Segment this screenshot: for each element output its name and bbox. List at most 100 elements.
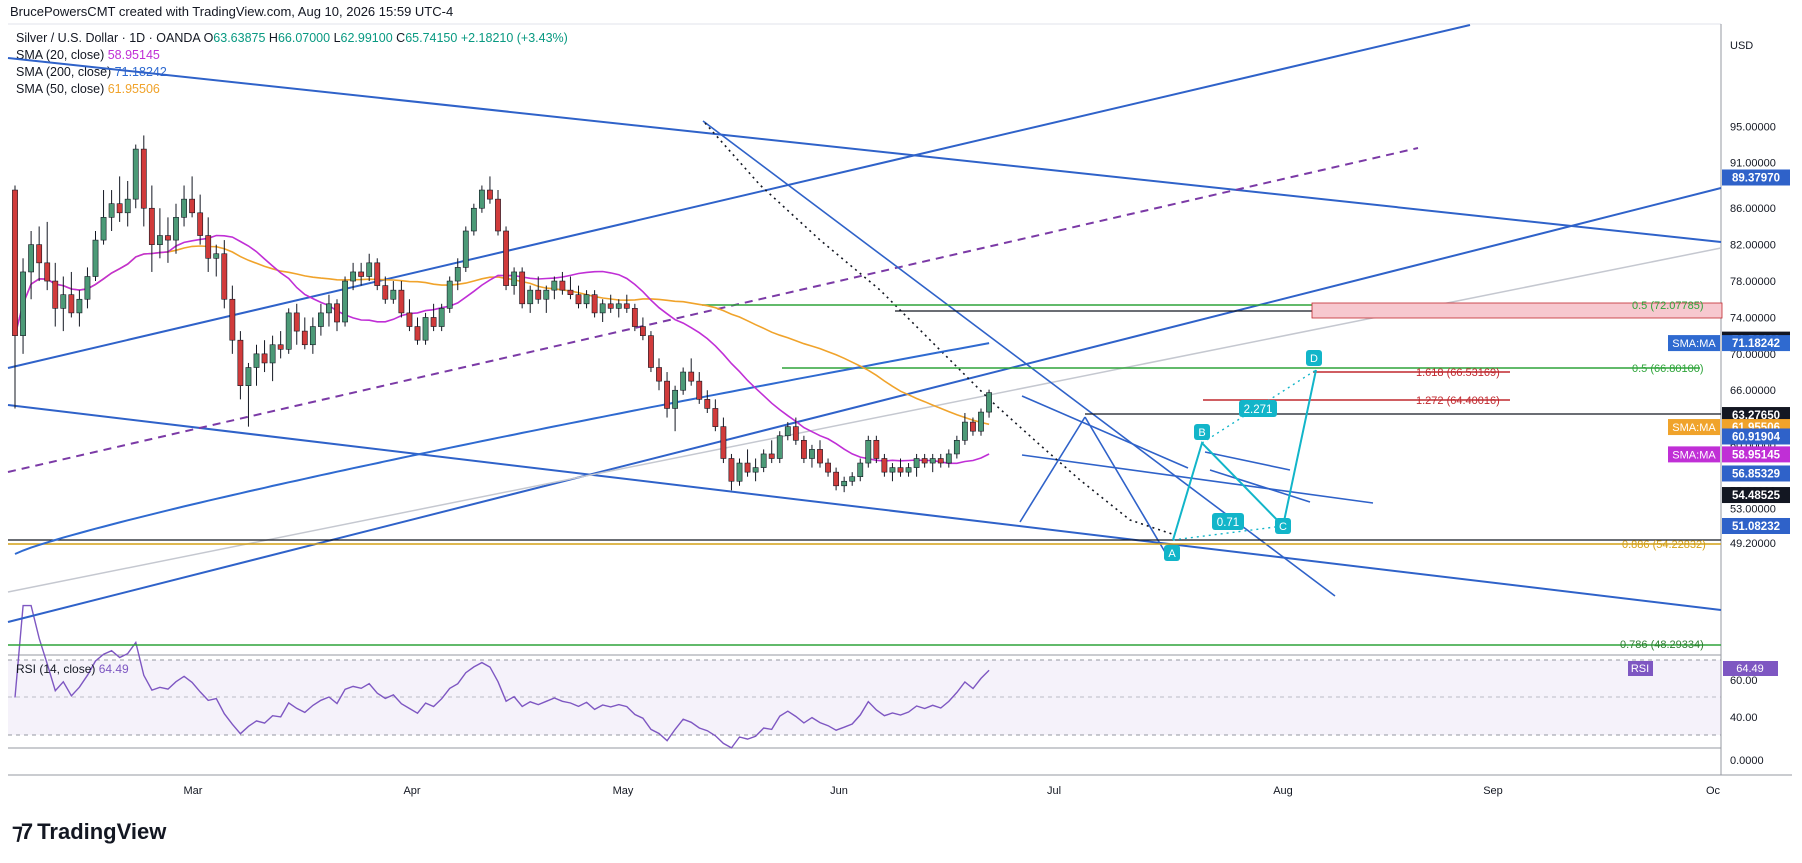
- candle[interactable]: [841, 476, 848, 493]
- candle[interactable]: [366, 253, 373, 282]
- candles[interactable]: [12, 135, 992, 493]
- candle[interactable]: [229, 285, 236, 354]
- candle[interactable]: [430, 303, 437, 332]
- candle[interactable]: [148, 185, 155, 272]
- candle[interactable]: [961, 412, 968, 445]
- flag-lower[interactable]: [1209, 469, 1311, 503]
- candle[interactable]: [253, 344, 260, 386]
- candle[interactable]: [382, 276, 389, 304]
- candle[interactable]: [495, 190, 501, 236]
- candle[interactable]: [631, 303, 638, 332]
- candle[interactable]: [809, 444, 815, 468]
- descending-channel-top[interactable]: [7, 57, 1722, 243]
- candle[interactable]: [945, 449, 952, 468]
- candle[interactable]: [76, 290, 83, 327]
- candle[interactable]: [929, 453, 936, 473]
- candle[interactable]: [309, 317, 316, 354]
- candle[interactable]: [986, 389, 992, 418]
- sma20-line[interactable]: [14, 234, 990, 465]
- candle[interactable]: [639, 317, 646, 341]
- candle[interactable]: [462, 226, 469, 272]
- candle[interactable]: [334, 299, 340, 332]
- candle[interactable]: [213, 244, 220, 277]
- candle[interactable]: [688, 358, 695, 386]
- sma50-row[interactable]: SMA (50, close) 61.95506: [16, 81, 568, 98]
- candle[interactable]: [953, 435, 960, 459]
- candle[interactable]: [728, 453, 735, 491]
- candle[interactable]: [664, 372, 670, 418]
- sma200-line[interactable]: [14, 342, 990, 555]
- candle[interactable]: [478, 185, 485, 213]
- candle[interactable]: [704, 390, 711, 413]
- rising-channel-bottom[interactable]: [7, 187, 1722, 623]
- candle[interactable]: [889, 463, 896, 482]
- ac-dotted[interactable]: [1172, 525, 1284, 541]
- rsi-axis[interactable]: 60.00 40.00 0.0000 RSI 64.49: [1628, 661, 1778, 767]
- candle[interactable]: [752, 458, 759, 482]
- candle[interactable]: [800, 435, 807, 464]
- candle[interactable]: [374, 258, 381, 291]
- wedge-lower[interactable]: [1021, 454, 1374, 504]
- candle[interactable]: [607, 294, 614, 313]
- candle[interactable]: [672, 385, 678, 432]
- ratio-bd-badge[interactable]: 2.271: [1239, 400, 1277, 417]
- candle[interactable]: [881, 453, 888, 477]
- candle[interactable]: [543, 285, 550, 313]
- candle[interactable]: [937, 453, 944, 468]
- candle[interactable]: [656, 358, 662, 391]
- candle[interactable]: [865, 435, 872, 468]
- abcd-pattern[interactable]: [1172, 369, 1317, 541]
- candle[interactable]: [237, 331, 244, 400]
- candle[interactable]: [551, 276, 558, 300]
- candle[interactable]: [648, 331, 654, 373]
- candle[interactable]: [615, 299, 622, 318]
- candle[interactable]: [326, 294, 332, 327]
- candle[interactable]: [277, 331, 284, 359]
- candle[interactable]: [454, 258, 461, 291]
- candle[interactable]: [921, 453, 928, 468]
- sma20-row[interactable]: SMA (20, close) 58.95145: [16, 47, 568, 64]
- rsi-legend[interactable]: RSI (14, close) 64.49: [16, 662, 129, 676]
- candle[interactable]: [583, 290, 590, 309]
- candle[interactable]: [760, 449, 767, 473]
- candle[interactable]: [398, 281, 405, 318]
- rising-channel-top[interactable]: [7, 24, 1471, 369]
- candle[interactable]: [390, 281, 397, 304]
- candle[interactable]: [978, 408, 984, 436]
- candle[interactable]: [293, 303, 300, 345]
- candle[interactable]: [60, 276, 67, 332]
- wedge-right-leg[interactable]: [1084, 416, 1166, 553]
- candle[interactable]: [261, 340, 268, 373]
- candle[interactable]: [519, 267, 526, 309]
- candle[interactable]: [623, 294, 630, 313]
- candle[interactable]: [833, 467, 839, 491]
- candle[interactable]: [173, 203, 179, 254]
- candle[interactable]: [92, 230, 99, 282]
- candle[interactable]: [680, 367, 687, 395]
- candle[interactable]: [108, 190, 115, 231]
- candle[interactable]: [970, 417, 976, 436]
- flag-upper[interactable]: [1204, 451, 1291, 471]
- candle[interactable]: [575, 285, 582, 309]
- candle[interactable]: [849, 472, 856, 486]
- candle[interactable]: [301, 317, 308, 350]
- point-d-badge[interactable]: D: [1306, 350, 1322, 366]
- candle[interactable]: [36, 226, 43, 282]
- candle[interactable]: [245, 362, 252, 427]
- candle[interactable]: [696, 372, 703, 404]
- candle[interactable]: [269, 335, 276, 382]
- candle[interactable]: [84, 267, 91, 309]
- point-a-badge[interactable]: A: [1164, 545, 1180, 561]
- sma50-line[interactable]: [14, 245, 990, 426]
- candle[interactable]: [189, 176, 195, 218]
- candle[interactable]: [873, 435, 880, 464]
- candle[interactable]: [140, 135, 147, 227]
- candle[interactable]: [905, 463, 912, 477]
- candle[interactable]: [52, 262, 59, 327]
- candle[interactable]: [68, 271, 75, 318]
- dashed-midline[interactable]: [7, 147, 1419, 473]
- candle[interactable]: [559, 271, 566, 295]
- candle[interactable]: [28, 230, 34, 300]
- candle[interactable]: [744, 449, 751, 477]
